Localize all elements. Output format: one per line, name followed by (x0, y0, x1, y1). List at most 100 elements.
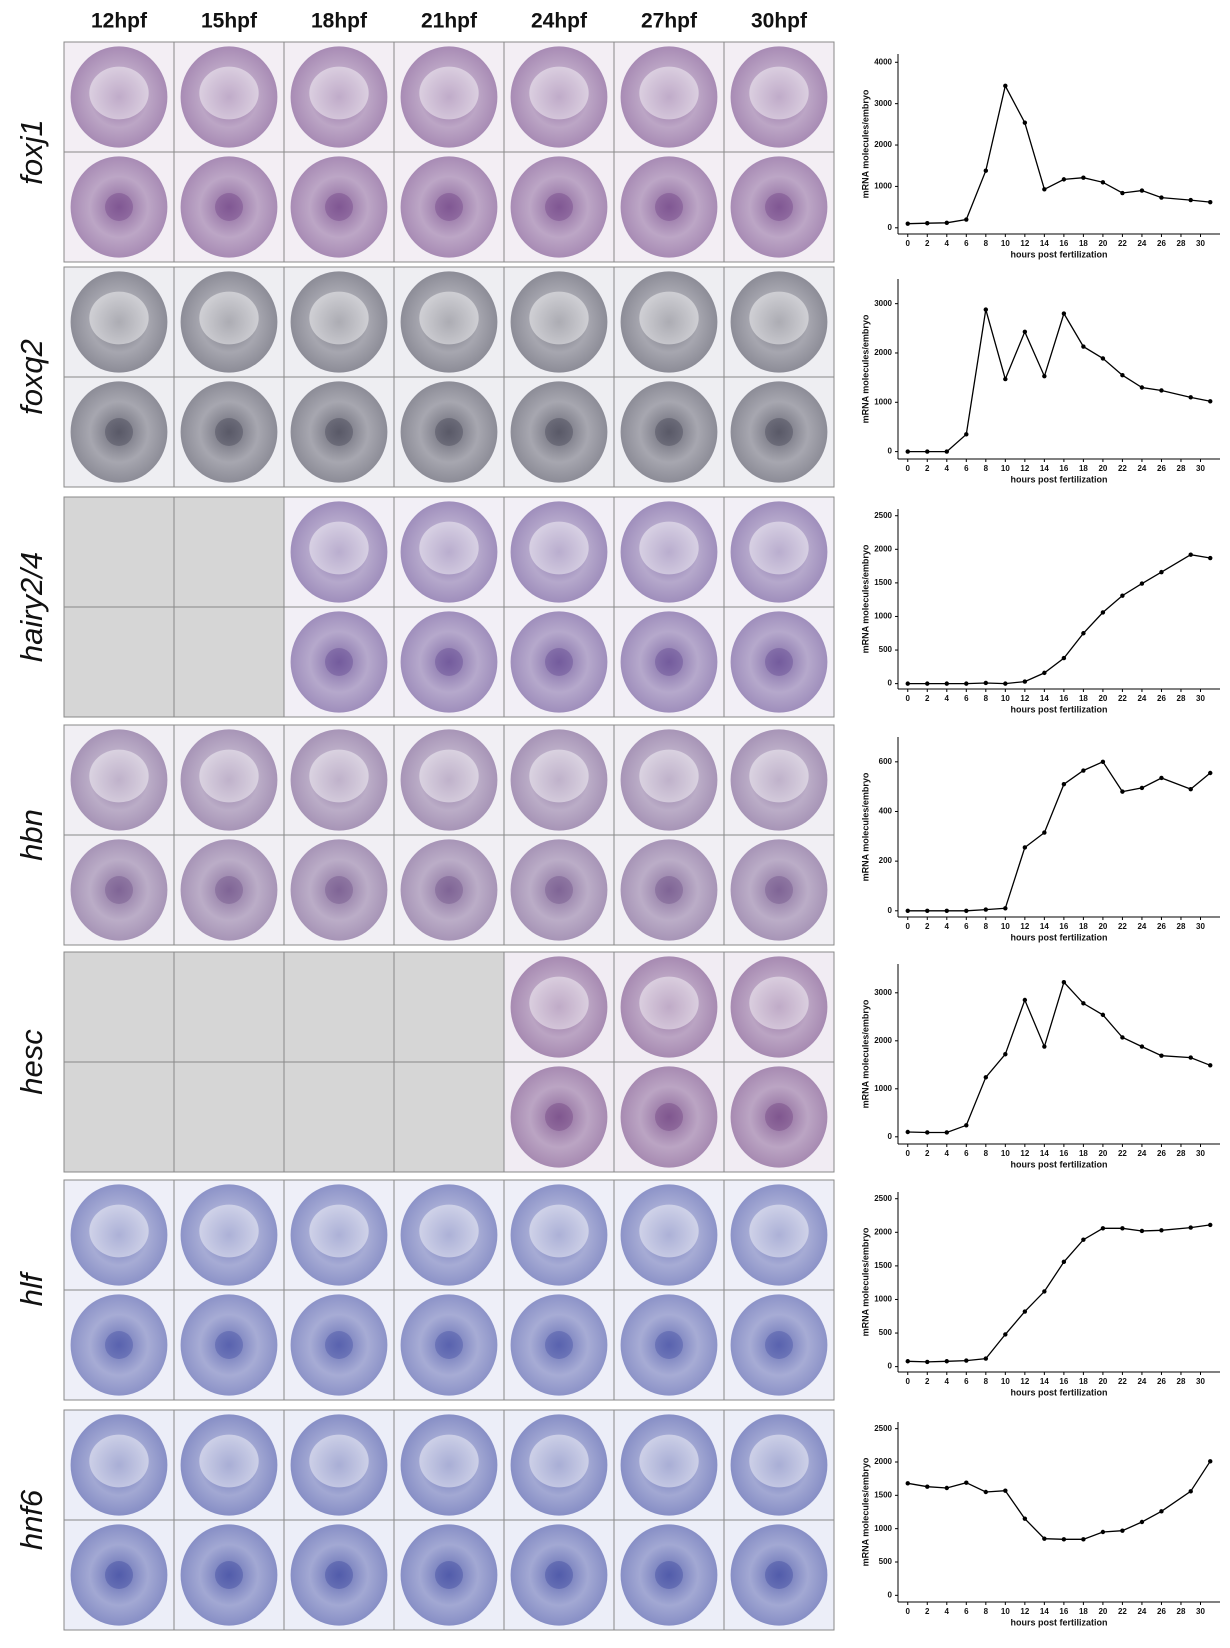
y-axis-label: mRNA molecules/embryo (860, 89, 870, 198)
data-point (1100, 356, 1106, 361)
data-point (944, 1130, 949, 1135)
data-point (983, 1075, 989, 1080)
gene-label: hairy2/4 (14, 552, 49, 662)
embryo (290, 156, 388, 258)
embryo (180, 839, 278, 941)
embryo-cavity (749, 291, 809, 345)
x-tick-label: 8 (984, 464, 989, 473)
data-point (944, 449, 949, 454)
data-point (944, 220, 949, 226)
embryo (70, 46, 168, 148)
embryo-cavity (419, 749, 479, 803)
embryo (620, 1414, 718, 1516)
embryo (510, 729, 608, 831)
embryo (510, 1414, 608, 1516)
data-point (1042, 1289, 1047, 1294)
data-point (964, 908, 969, 913)
data-point (1139, 1228, 1145, 1234)
x-tick-label: 8 (984, 1377, 989, 1386)
embryo-center (105, 418, 133, 446)
y-axis-label: mRNA molecules/embryo (860, 1457, 870, 1566)
embryo (510, 156, 608, 258)
data-point (1081, 1537, 1086, 1542)
embryo (620, 1184, 718, 1286)
empty-panel (63, 1061, 175, 1173)
column-header: 27hpf (641, 10, 698, 33)
data-point (1188, 552, 1193, 557)
embryo-cavity (309, 749, 369, 803)
x-tick-label: 30 (1196, 922, 1205, 931)
embryo-cavity (639, 521, 699, 575)
x-tick-label: 0 (906, 1149, 911, 1158)
embryo (510, 271, 608, 373)
x-tick-label: 10 (1001, 1607, 1010, 1616)
data-point (1188, 1225, 1193, 1230)
embryo-cavity (529, 291, 589, 345)
data-point (1061, 980, 1067, 985)
data-point (1003, 1488, 1008, 1493)
data-point (1003, 83, 1008, 89)
embryo-center (545, 193, 573, 221)
data-point (1022, 120, 1028, 125)
embryo-cavity (419, 521, 479, 575)
x-axis-label: hours post fertilization (1010, 249, 1107, 259)
x-tick-label: 16 (1059, 1377, 1068, 1386)
embryo-center (765, 193, 793, 221)
x-tick-label: 10 (1001, 1149, 1010, 1158)
embryo-cavity (749, 1204, 809, 1258)
embryo-center (325, 193, 353, 221)
x-tick-label: 22 (1118, 464, 1127, 473)
embryo-cavity (749, 66, 809, 120)
data-point (1100, 610, 1106, 615)
embryo-center (655, 1331, 683, 1359)
column-header: 30hpf (751, 10, 808, 33)
data-point (1003, 681, 1008, 686)
embryo-center (215, 1331, 243, 1359)
embryo-center (545, 1103, 573, 1131)
embryo-cavity (89, 66, 149, 120)
embryo (180, 271, 278, 373)
x-tick-label: 24 (1137, 922, 1146, 931)
embryo (620, 729, 718, 831)
data-point (1100, 1529, 1106, 1535)
x-tick-label: 24 (1137, 464, 1146, 473)
data-point (983, 907, 989, 912)
data-point (1061, 655, 1067, 661)
data-point (1208, 1459, 1213, 1464)
gene-label: hlf (14, 1270, 49, 1306)
data-point (1120, 1528, 1125, 1533)
gene-label: hnf6 (14, 1489, 49, 1550)
embryo (730, 1524, 828, 1626)
embryo-cavity (199, 291, 259, 345)
embryo-cavity (89, 749, 149, 803)
x-tick-label: 20 (1098, 239, 1107, 248)
embryo-center (325, 876, 353, 904)
embryo-center (325, 1331, 353, 1359)
embryo-cavity (639, 749, 699, 803)
embryo-center (545, 876, 573, 904)
embryo (400, 1184, 498, 1286)
x-tick-label: 22 (1118, 1607, 1127, 1616)
embryo (400, 611, 498, 713)
x-tick-label: 26 (1157, 1377, 1166, 1386)
embryo (290, 381, 388, 483)
y-tick-label: 0 (888, 1590, 893, 1599)
y-axis-label: mRNA molecules/embryo (860, 772, 870, 881)
x-tick-label: 10 (1001, 694, 1010, 703)
data-point (1081, 1237, 1086, 1242)
embryo (180, 729, 278, 831)
embryo-cavity (749, 1434, 809, 1488)
data-point (1188, 197, 1193, 203)
data-point (1159, 775, 1164, 781)
x-tick-label: 4 (945, 1149, 950, 1158)
x-tick-label: 14 (1040, 694, 1049, 703)
data-point (1022, 329, 1028, 334)
embryo (620, 46, 718, 148)
data-line (907, 84, 1211, 225)
y-tick-label: 0 (888, 906, 893, 915)
embryo-cavity (639, 1434, 699, 1488)
y-tick-label: 2000 (874, 544, 892, 553)
x-tick-label: 30 (1196, 694, 1205, 703)
embryo-center (215, 193, 243, 221)
data-point (964, 1480, 969, 1485)
